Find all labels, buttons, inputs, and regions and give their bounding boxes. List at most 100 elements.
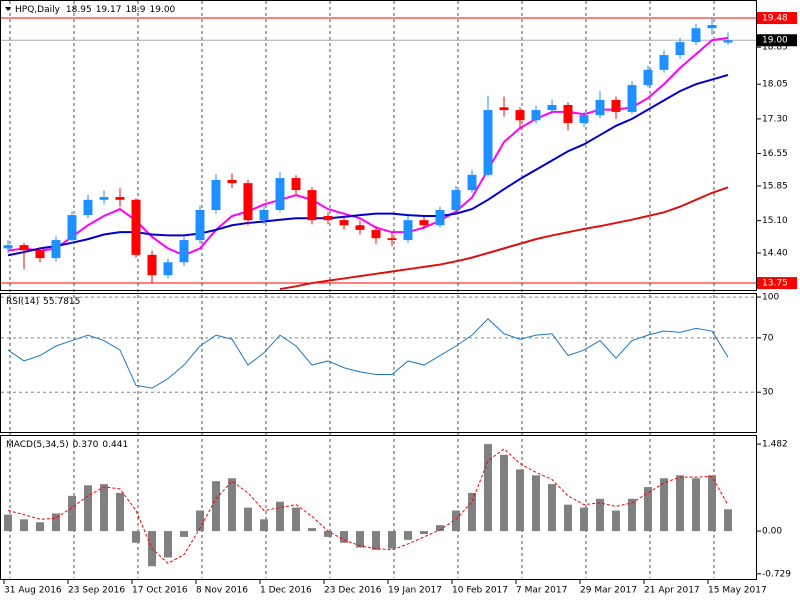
macd-bar bbox=[212, 481, 220, 532]
candle-body bbox=[131, 199, 141, 255]
last-price-box bbox=[757, 34, 797, 47]
macd-bar bbox=[500, 454, 508, 532]
macd-bar bbox=[276, 501, 284, 532]
macd-bar bbox=[260, 519, 268, 532]
candle-body bbox=[243, 183, 253, 221]
signal-line bbox=[7, 448, 729, 564]
rsi-last: 55.7815 bbox=[43, 297, 80, 307]
candle-body bbox=[51, 240, 61, 259]
candle-body bbox=[387, 238, 397, 241]
candle-body bbox=[355, 225, 365, 230]
macd-bar bbox=[612, 510, 620, 532]
macd-bar bbox=[340, 531, 348, 543]
candle-body bbox=[435, 209, 445, 226]
macd-bar bbox=[532, 475, 540, 532]
macd-bar bbox=[676, 475, 684, 532]
x-tick-label: 8 Nov 2016 bbox=[196, 586, 248, 596]
candle-body bbox=[147, 254, 157, 276]
y-tick-label: 70 bbox=[762, 333, 774, 343]
moving-average bbox=[7, 36, 729, 257]
y-tick-label: 30 bbox=[762, 388, 774, 398]
candle-body bbox=[19, 245, 29, 251]
x-tick-label: 17 Oct 2016 bbox=[132, 586, 188, 596]
macd-bar bbox=[116, 492, 124, 532]
x-tick-label: 29 Mar 2017 bbox=[580, 586, 637, 596]
candle-body bbox=[723, 40, 733, 43]
candle-body bbox=[451, 190, 461, 210]
candle-body bbox=[499, 107, 509, 111]
candle-body bbox=[371, 229, 381, 239]
macd-title: MACD(5,34,5) bbox=[6, 440, 69, 450]
candle-body bbox=[611, 99, 621, 112]
candle-body bbox=[467, 174, 477, 191]
signal-last: 0.441 bbox=[102, 440, 128, 450]
macd-bar bbox=[52, 513, 60, 532]
x-tick-label: 15 May 2017 bbox=[708, 586, 767, 596]
rsi-title: RSI(14) bbox=[6, 297, 39, 307]
candle-body bbox=[3, 245, 13, 249]
candle-body bbox=[627, 85, 637, 112]
candle-body bbox=[115, 197, 125, 200]
candle-body bbox=[691, 28, 701, 43]
candle-body bbox=[259, 209, 269, 221]
macd-bar bbox=[164, 531, 172, 558]
candle-body bbox=[307, 190, 317, 221]
candle-body bbox=[419, 220, 429, 226]
x-tick-label: 1 Dec 2016 bbox=[260, 586, 312, 596]
x-tick-label: 31 Aug 2016 bbox=[4, 586, 62, 596]
y-tick-label: 14.40 bbox=[762, 248, 788, 258]
candle-body bbox=[83, 199, 93, 216]
candle-body bbox=[563, 104, 573, 124]
macd-bar bbox=[660, 478, 668, 532]
candle-body bbox=[531, 110, 541, 121]
macd-bar bbox=[196, 510, 204, 532]
macd-bar bbox=[292, 507, 300, 532]
macd-bar bbox=[644, 487, 652, 532]
y-tick-label: 17.30 bbox=[762, 114, 788, 124]
hline-label-box bbox=[757, 277, 797, 290]
candle-body bbox=[195, 209, 205, 241]
x-tick-label: 7 Mar 2017 bbox=[516, 586, 567, 596]
candle-body bbox=[211, 179, 221, 210]
rsi-line bbox=[7, 318, 729, 389]
macd-bar bbox=[228, 478, 236, 532]
macd-bar bbox=[324, 531, 332, 537]
chart-header: HPQ,Daily 18.95 19.17 18.9 19.00 bbox=[15, 5, 176, 15]
macd-bar bbox=[484, 444, 492, 532]
y-tick-label: 16.55 bbox=[762, 149, 788, 159]
hline-label: 13.75 bbox=[762, 279, 788, 289]
candle-body bbox=[179, 240, 189, 263]
macd-bar bbox=[580, 507, 588, 532]
macd-bar bbox=[180, 531, 188, 537]
macd-bar bbox=[468, 492, 476, 532]
dropdown-icon[interactable] bbox=[5, 7, 11, 11]
x-tick-label: 23 Sep 2016 bbox=[68, 586, 125, 596]
x-tick-label: 10 Feb 2017 bbox=[452, 586, 508, 596]
macd-bar bbox=[308, 528, 316, 532]
macd-bar bbox=[420, 531, 428, 534]
close: 19.00 bbox=[150, 5, 176, 15]
x-tick-label: 21 Apr 2017 bbox=[644, 586, 700, 596]
candle-body bbox=[227, 179, 237, 184]
rsi-panel-frame bbox=[0, 293, 757, 433]
candle-body bbox=[595, 99, 605, 116]
macd-bar bbox=[20, 519, 28, 532]
macd-bar bbox=[4, 514, 12, 532]
high: 19.17 bbox=[96, 5, 122, 15]
candle-body bbox=[483, 110, 493, 175]
hline-label-box bbox=[757, 12, 797, 25]
macd-bar bbox=[100, 484, 108, 532]
candle-body bbox=[163, 262, 173, 276]
last-price-label: 19.00 bbox=[762, 36, 788, 46]
macd-header: MACD(5,34,5) 0.370 0.441 bbox=[6, 440, 128, 450]
y-tick-label: 18.05 bbox=[762, 80, 788, 90]
symbol: HPQ,Daily bbox=[15, 5, 61, 15]
x-tick-label: 19 Jan 2017 bbox=[388, 586, 442, 596]
candle-body bbox=[707, 24, 717, 29]
macd-bar bbox=[628, 498, 636, 532]
macd-bar bbox=[84, 485, 92, 532]
candle-body bbox=[515, 110, 525, 121]
